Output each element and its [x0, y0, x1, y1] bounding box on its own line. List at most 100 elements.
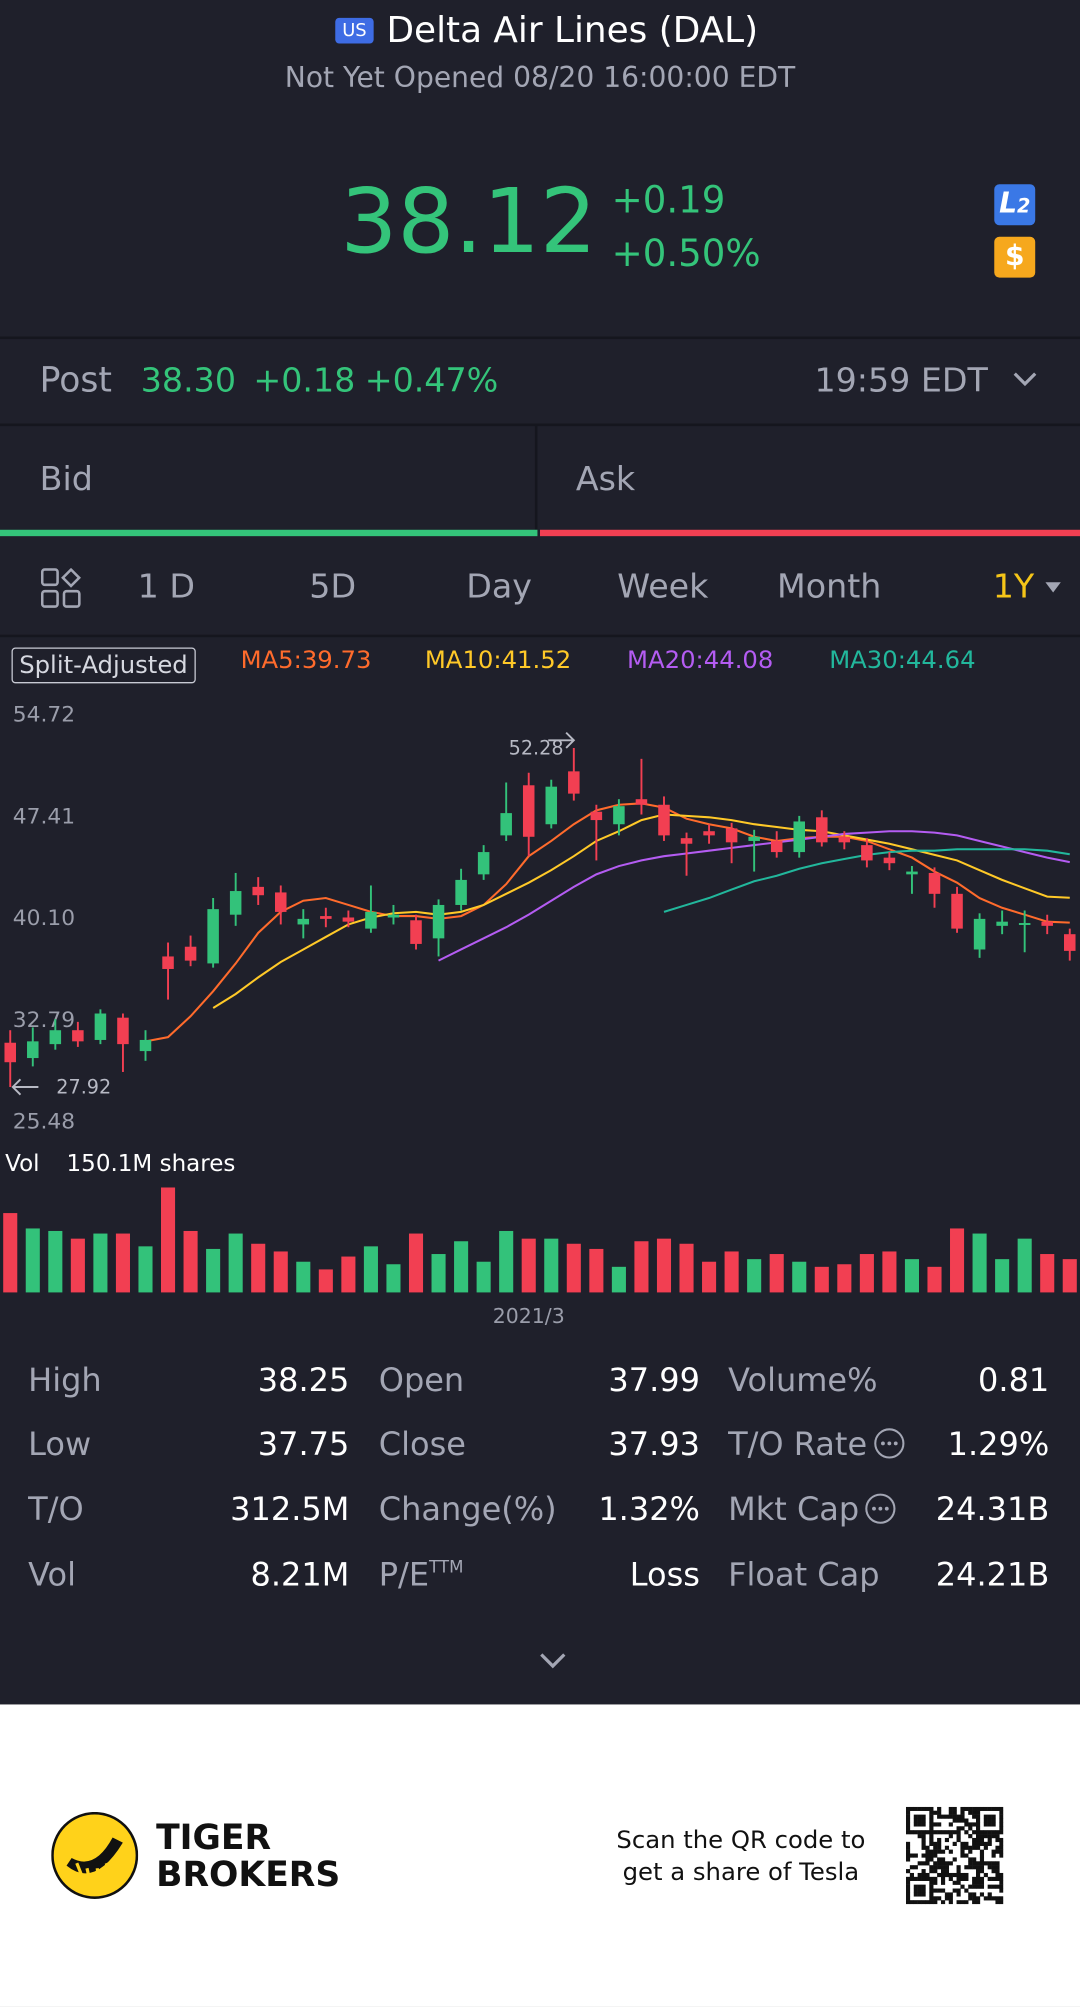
stat-value: 1.32% — [598, 1490, 700, 1528]
qr-cell — [952, 1888, 957, 1893]
qr-cell — [925, 1806, 930, 1811]
candle-body — [49, 1030, 62, 1045]
dollar-icon[interactable]: $ — [994, 236, 1036, 278]
period-tab[interactable]: Month — [777, 568, 882, 607]
volume-bar — [972, 1233, 987, 1293]
more-chevron[interactable] — [537, 1651, 568, 1671]
qr-cell — [913, 1814, 918, 1819]
candle-body — [545, 786, 558, 825]
qr-cell — [929, 1818, 934, 1823]
info-dot — [872, 1506, 877, 1511]
candle-body — [928, 872, 941, 894]
qr-cell — [983, 1834, 988, 1839]
period-tab[interactable]: 1Y — [992, 568, 1035, 607]
qr-cell — [933, 1876, 938, 1881]
qr-cell — [983, 1818, 988, 1823]
qr-cell — [929, 1849, 934, 1854]
divider — [0, 634, 1080, 638]
volume-bar — [363, 1246, 378, 1293]
high-annotation: 52.28 — [509, 736, 564, 759]
qr-cell — [975, 1830, 981, 1835]
qr-cell — [979, 1892, 985, 1897]
qr-cell — [979, 1884, 985, 1889]
qr-cell — [921, 1837, 926, 1843]
qr-cell — [999, 1814, 1004, 1819]
qr-cell — [929, 1834, 934, 1839]
info-icon[interactable] — [864, 1492, 897, 1525]
volume-bar — [318, 1269, 333, 1293]
qr-cell — [921, 1814, 926, 1819]
qr-cell — [964, 1830, 969, 1835]
qr-cell — [968, 1822, 973, 1827]
qr-cell — [909, 1872, 915, 1878]
qr-cell — [999, 1872, 1004, 1878]
period-tab[interactable]: 1 D — [137, 568, 196, 607]
qr-cell — [987, 1876, 992, 1881]
qr-cell — [979, 1841, 985, 1846]
qr-cell — [964, 1853, 969, 1858]
volume-bar — [769, 1254, 784, 1293]
qr-cell — [972, 1896, 977, 1901]
qr-cell — [991, 1876, 996, 1881]
period-tab[interactable]: 5D — [309, 568, 357, 607]
qr-cell — [956, 1869, 961, 1874]
qr-cell — [964, 1900, 969, 1905]
qr-cell — [956, 1876, 961, 1881]
market-status: Not Yet Opened 08/20 16:00:00 EDT — [284, 62, 796, 95]
qr-cell — [999, 1876, 1004, 1881]
qr-cell — [909, 1853, 915, 1858]
qr-cell — [979, 1806, 985, 1811]
qr-code[interactable] — [905, 1806, 1004, 1905]
qr-cell — [925, 1900, 930, 1905]
volume-bar — [206, 1248, 221, 1293]
qr-cell — [952, 1806, 957, 1811]
candle-body — [387, 914, 400, 918]
expand-chevron[interactable] — [1011, 369, 1039, 389]
period-tab[interactable]: Day — [466, 568, 532, 607]
level2-icon[interactable]: L2 — [994, 184, 1036, 226]
period-tab[interactable]: Week — [617, 568, 709, 607]
volume-bar — [634, 1241, 649, 1293]
qr-cell — [972, 1880, 977, 1885]
qr-cell — [917, 1884, 922, 1889]
candle-body — [680, 838, 693, 844]
qr-cell — [968, 1810, 973, 1815]
qr-cell — [944, 1830, 950, 1835]
qr-cell — [999, 1818, 1004, 1823]
qr-cell — [991, 1896, 996, 1901]
stat-value: Loss — [629, 1556, 700, 1594]
qr-cell — [972, 1841, 977, 1846]
stat-value: 38.25 — [257, 1361, 350, 1399]
qr-cell — [999, 1849, 1004, 1854]
qr-cell — [987, 1865, 992, 1870]
qr-cell — [917, 1872, 922, 1878]
qr-cell — [979, 1880, 985, 1885]
qr-cell — [999, 1826, 1004, 1831]
qr-cell — [999, 1822, 1004, 1827]
qr-cell — [979, 1830, 985, 1835]
layout-icon[interactable] — [40, 568, 82, 609]
candle-body — [703, 831, 715, 836]
qr-cell — [921, 1888, 926, 1893]
qr-cell — [952, 1830, 957, 1835]
tiger-logo — [51, 1811, 139, 1899]
info-icon[interactable] — [872, 1427, 905, 1460]
qr-cell — [999, 1900, 1004, 1905]
qr-cell — [987, 1806, 992, 1811]
volume-total: 150.1M shares — [67, 1151, 236, 1177]
qr-cell — [940, 1880, 946, 1885]
qr-cell — [940, 1861, 946, 1866]
info-dot — [886, 1441, 891, 1446]
qr-cell — [975, 1806, 981, 1811]
volume-bar — [1040, 1254, 1055, 1293]
dropdown-arrow[interactable] — [1044, 581, 1062, 594]
qr-cell — [999, 1853, 1004, 1858]
qr-cell — [972, 1806, 977, 1811]
split-adjusted-toggle[interactable]: Split-Adjusted — [11, 647, 196, 684]
qr-cell — [948, 1834, 953, 1839]
qr-cell — [937, 1857, 942, 1862]
qr-cell — [929, 1806, 934, 1811]
qr-cell — [913, 1892, 918, 1897]
qr-cell — [917, 1834, 922, 1839]
qr-cell — [991, 1849, 996, 1854]
